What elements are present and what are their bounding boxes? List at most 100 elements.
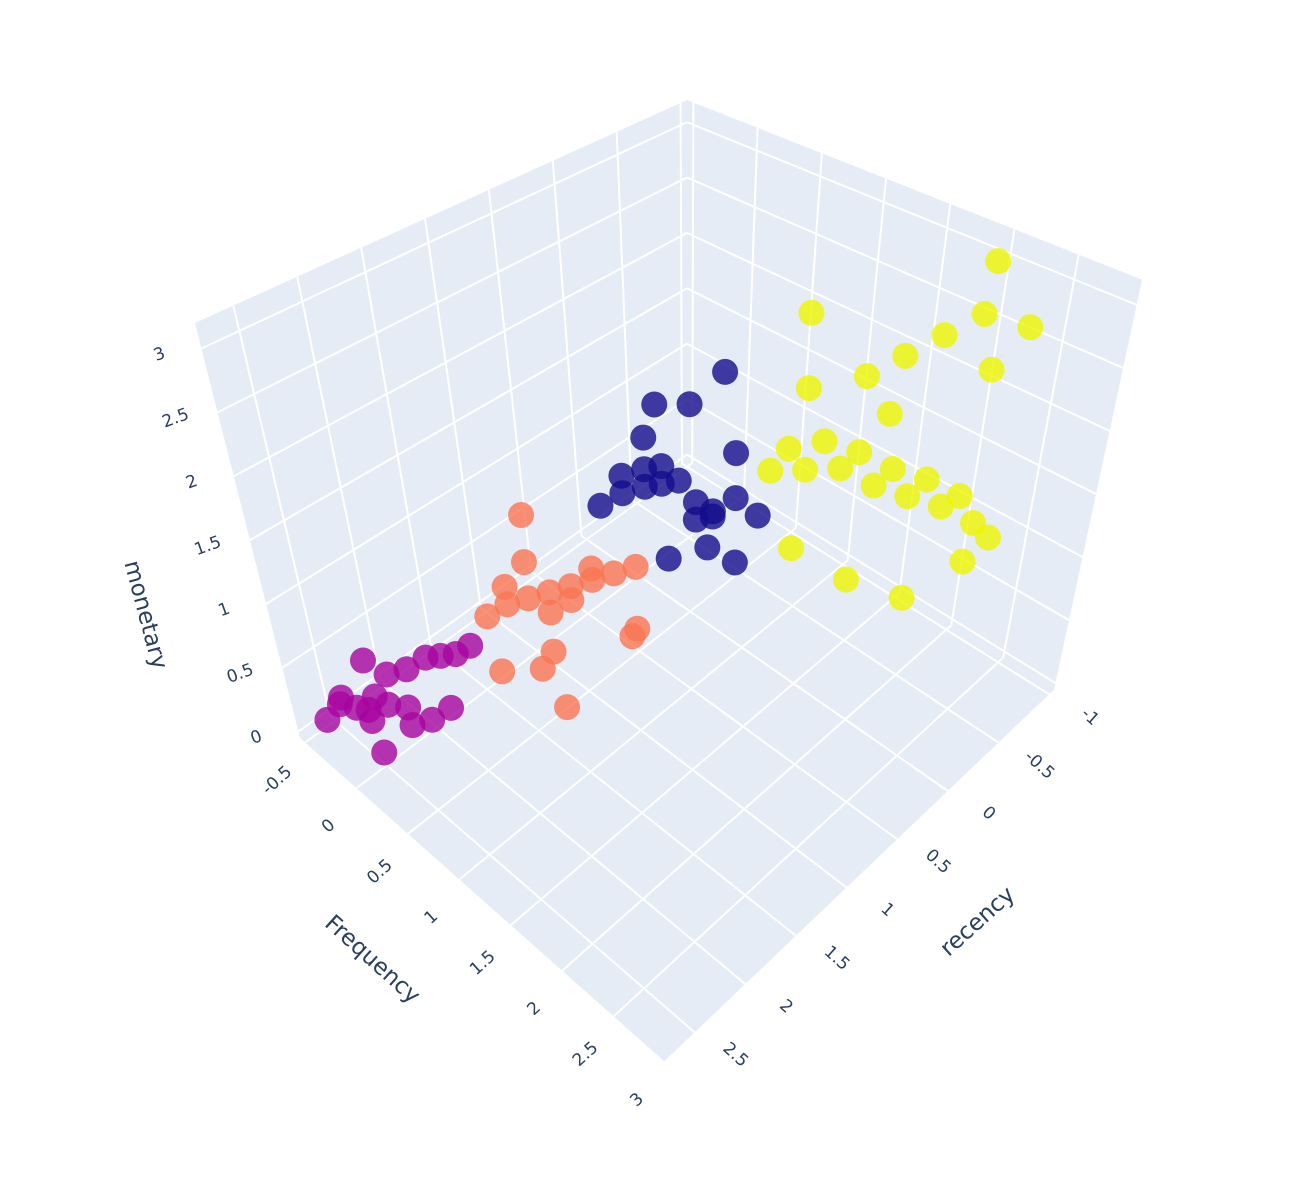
tick-label: 0	[978, 802, 999, 824]
point	[946, 482, 973, 509]
point	[608, 462, 635, 489]
point	[892, 342, 919, 369]
point	[438, 694, 465, 721]
point	[558, 587, 585, 614]
grid-line	[561, 624, 952, 972]
point	[775, 435, 802, 462]
grid-line	[430, 643, 798, 938]
grid-line	[686, 176, 1125, 370]
grid-line	[612, 656, 1004, 1018]
point	[515, 585, 542, 612]
point	[665, 467, 692, 494]
point	[648, 453, 675, 480]
point	[879, 456, 906, 483]
point	[927, 493, 954, 520]
tick-label: -1	[1077, 704, 1103, 730]
point	[757, 457, 784, 484]
point	[721, 549, 748, 576]
grid-line	[631, 498, 1000, 744]
grid-line	[1054, 279, 1144, 691]
point	[489, 658, 516, 685]
point	[375, 691, 402, 718]
tick-label: 3	[151, 343, 168, 365]
point	[554, 694, 581, 721]
point	[641, 391, 668, 418]
point	[655, 545, 682, 572]
left-wall	[195, 100, 687, 738]
y-axis-title: recency	[935, 882, 1020, 962]
tick-label: 0.5	[363, 855, 396, 888]
tick-label: 2	[523, 998, 544, 1020]
grid-line	[580, 534, 950, 793]
tick-label: 1	[421, 906, 442, 928]
point	[876, 400, 903, 427]
tick-label: 1	[216, 599, 233, 621]
point	[491, 573, 518, 600]
z-axis-title: monetary	[119, 558, 173, 672]
point	[1017, 314, 1044, 341]
tick-label: 3	[626, 1089, 647, 1111]
grid-line	[379, 679, 747, 986]
grid-line	[686, 287, 1098, 496]
point	[578, 555, 605, 582]
point	[778, 535, 805, 562]
point	[792, 456, 819, 483]
tick-label: 0.5	[224, 660, 256, 688]
point	[373, 661, 400, 688]
point	[832, 566, 859, 593]
point	[395, 694, 422, 721]
point	[827, 455, 854, 482]
tick-label: -0.5	[258, 762, 296, 799]
grid-line	[530, 571, 899, 841]
point	[474, 603, 501, 630]
tick-label: 0	[248, 726, 265, 748]
point	[328, 684, 355, 711]
point	[457, 632, 484, 659]
grid-line	[664, 689, 1056, 1063]
grid-line	[329, 715, 697, 1034]
point	[978, 356, 1005, 383]
point	[622, 553, 649, 580]
tick-label: -0.5	[1020, 747, 1058, 784]
point	[350, 647, 377, 674]
grid-line	[265, 342, 688, 605]
tick-label: 1.5	[466, 947, 499, 980]
point	[974, 524, 1001, 551]
point	[600, 560, 627, 587]
point	[393, 656, 420, 683]
grid-line	[233, 232, 688, 478]
point	[508, 502, 535, 529]
point	[931, 322, 958, 349]
point	[860, 472, 887, 499]
point	[853, 363, 880, 390]
point	[529, 655, 556, 682]
grid-line	[281, 398, 688, 669]
grid	[201, 102, 1144, 1063]
grid-line	[201, 121, 688, 350]
point	[712, 358, 739, 385]
grid-line	[249, 287, 688, 541]
point	[795, 375, 822, 402]
point	[694, 534, 721, 561]
grid-line	[686, 121, 1138, 307]
tick-label: 0	[318, 815, 339, 837]
point	[676, 391, 703, 418]
point	[811, 428, 838, 455]
point	[722, 485, 749, 512]
point	[913, 466, 940, 493]
tick-label: 2.5	[569, 1038, 602, 1071]
point	[798, 299, 825, 326]
point	[699, 503, 726, 530]
point	[846, 439, 873, 466]
tick-label: 1.5	[820, 942, 853, 975]
point	[624, 615, 651, 642]
grid-line	[217, 176, 688, 414]
point	[723, 440, 750, 467]
x-axis-title: Frequency	[319, 910, 425, 1009]
grid-line	[296, 276, 382, 681]
grid-line	[686, 453, 1057, 685]
point	[510, 549, 537, 576]
tick-label: 1	[877, 899, 898, 921]
point	[537, 599, 564, 626]
